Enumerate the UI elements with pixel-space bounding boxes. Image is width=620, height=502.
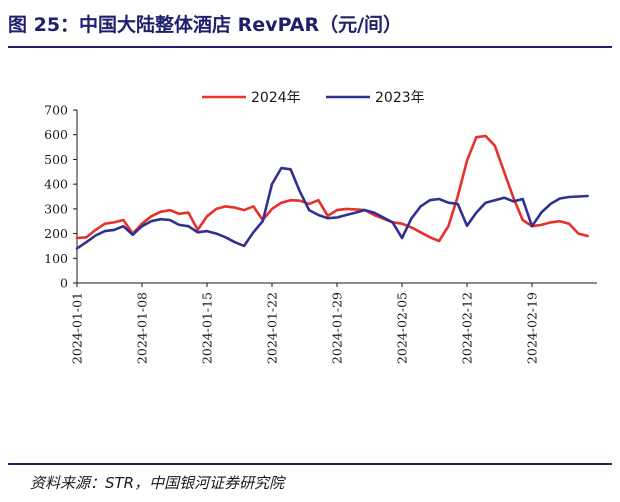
y-tick-label: 600	[44, 127, 68, 142]
series-line-2023	[75, 166, 590, 250]
x-tick-label: 2024-02-05	[395, 292, 410, 364]
x-tick-label: 2024-02-12	[460, 292, 475, 364]
source-note: 资料来源：STR，中国银河证券研究院	[30, 474, 285, 492]
x-tick-label: 2024-01-22	[265, 292, 280, 364]
y-tick-label: 300	[44, 201, 68, 216]
title-divider	[8, 46, 612, 48]
revpar-line-chart: 0 100 200 300 400 500 600 700 2024-01-01 2024-01-…	[44, 90, 597, 364]
figure-title: 图 25：中国大陆整体酒店 RevPAR（元/间）	[8, 14, 403, 36]
x-tick-label: 2024-02-19	[525, 292, 540, 364]
y-tick-label: 0	[60, 276, 68, 291]
y-tick-label: 700	[44, 103, 68, 118]
y-tick-label: 100	[44, 251, 68, 266]
source-divider	[8, 463, 612, 465]
y-tick-label: 400	[44, 177, 68, 192]
legend-label-2023: 2023年	[375, 90, 425, 106]
x-tick-label: 2024-01-29	[330, 292, 345, 364]
legend-label-2024: 2024年	[251, 90, 301, 106]
y-tick-label: 500	[44, 152, 68, 167]
x-tick-label: 2024-01-15	[200, 292, 215, 364]
x-tick-label: 2024-01-01	[70, 292, 85, 364]
x-tick-label: 2024-01-08	[135, 292, 150, 364]
y-tick-label: 200	[44, 226, 68, 241]
series-line-2024	[75, 134, 590, 243]
